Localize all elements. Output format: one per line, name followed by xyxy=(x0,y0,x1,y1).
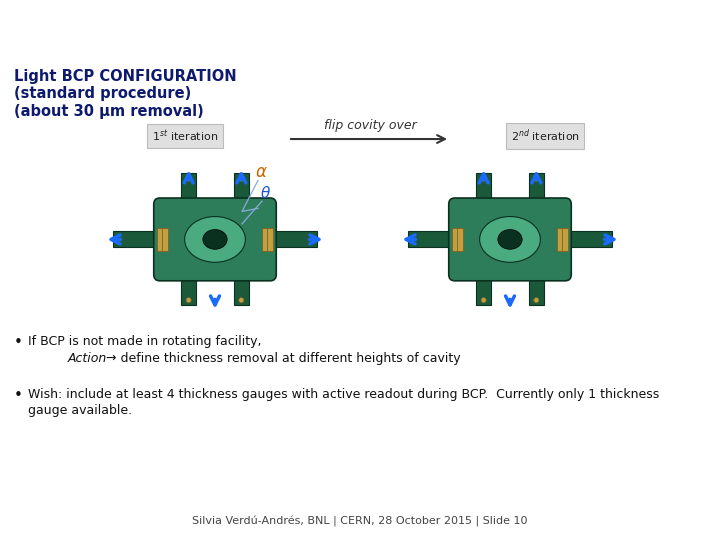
FancyBboxPatch shape xyxy=(449,198,571,281)
FancyBboxPatch shape xyxy=(476,266,491,306)
FancyBboxPatch shape xyxy=(262,228,268,251)
Circle shape xyxy=(186,298,192,303)
Text: BCP & HPR at JLab facility: BCP & HPR at JLab facility xyxy=(13,19,298,39)
Text: Light BCP CONFIGURATION: Light BCP CONFIGURATION xyxy=(14,69,237,84)
FancyBboxPatch shape xyxy=(234,173,249,213)
FancyBboxPatch shape xyxy=(565,232,612,247)
Text: Silvia Verdú-Andrés, BNL | CERN, 28 October 2015 | Slide 10: Silvia Verdú-Andrés, BNL | CERN, 28 Octo… xyxy=(192,516,528,527)
Text: gauge available.: gauge available. xyxy=(28,404,132,417)
FancyBboxPatch shape xyxy=(234,266,249,306)
Circle shape xyxy=(481,298,486,303)
Ellipse shape xyxy=(184,217,246,262)
Text: (standard procedure): (standard procedure) xyxy=(14,86,192,102)
Ellipse shape xyxy=(498,230,522,249)
Text: $\alpha$: $\alpha$ xyxy=(255,163,268,181)
FancyBboxPatch shape xyxy=(562,228,568,251)
Ellipse shape xyxy=(480,217,541,262)
FancyBboxPatch shape xyxy=(181,266,197,306)
Text: flip covity over: flip covity over xyxy=(323,119,416,132)
Text: 1: 1 xyxy=(178,130,185,143)
Circle shape xyxy=(239,176,244,181)
FancyBboxPatch shape xyxy=(476,173,491,213)
FancyBboxPatch shape xyxy=(528,173,544,213)
FancyBboxPatch shape xyxy=(154,198,276,281)
FancyBboxPatch shape xyxy=(181,173,197,213)
FancyBboxPatch shape xyxy=(267,228,273,251)
Text: If BCP is not made in rotating facility,: If BCP is not made in rotating facility, xyxy=(28,335,261,348)
FancyBboxPatch shape xyxy=(557,228,563,251)
FancyBboxPatch shape xyxy=(270,232,317,247)
FancyBboxPatch shape xyxy=(452,228,458,251)
Text: 1$^{st}$ iteration: 1$^{st}$ iteration xyxy=(152,128,218,144)
Text: Action: Action xyxy=(68,352,107,365)
Text: (about 30 μm removal): (about 30 μm removal) xyxy=(14,104,204,119)
Circle shape xyxy=(534,176,539,181)
Ellipse shape xyxy=(203,230,227,249)
Circle shape xyxy=(239,298,244,303)
FancyBboxPatch shape xyxy=(113,232,160,247)
Text: 2$^{nd}$ iteration: 2$^{nd}$ iteration xyxy=(510,127,580,144)
Text: $\theta$: $\theta$ xyxy=(260,185,271,201)
Text: •: • xyxy=(14,335,23,349)
Circle shape xyxy=(481,176,486,181)
Text: Wish: include at least 4 thickness gauges with active readout during BCP.  Curre: Wish: include at least 4 thickness gauge… xyxy=(28,388,660,401)
FancyBboxPatch shape xyxy=(457,228,463,251)
FancyBboxPatch shape xyxy=(157,228,163,251)
Circle shape xyxy=(186,176,192,181)
FancyBboxPatch shape xyxy=(408,232,455,247)
Text: •: • xyxy=(14,388,23,403)
FancyBboxPatch shape xyxy=(162,228,168,251)
Circle shape xyxy=(534,298,539,303)
Text: → define thickness removal at different heights of cavity: → define thickness removal at different … xyxy=(102,352,461,365)
FancyBboxPatch shape xyxy=(528,266,544,306)
